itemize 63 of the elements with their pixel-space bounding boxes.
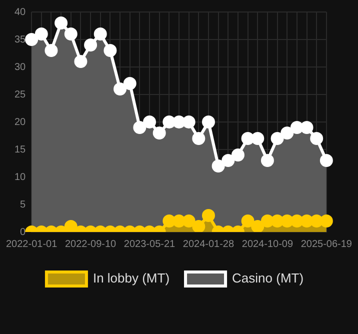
y-tick-label: 20 [14,116,26,128]
point [94,28,107,40]
x-tick-label: 2024-01-28 [182,238,234,250]
point [172,214,186,228]
point [300,214,314,228]
point [74,55,88,68]
point [44,44,58,57]
point [143,116,156,128]
point [133,121,146,134]
point [320,214,333,228]
point [270,214,284,228]
point [320,154,333,167]
point [192,132,206,145]
point [241,132,254,145]
point [290,121,304,134]
point [251,132,264,145]
y-tick-label: 0 [20,226,26,238]
point [104,44,117,57]
point [84,38,98,52]
y-tick-label: 40 [14,6,26,18]
point [64,220,78,232]
legend-label: In lobby (MT) [92,270,170,286]
point [162,116,176,128]
point [202,116,215,128]
x-tick-label: 2022-01-01 [6,238,58,250]
y-tick-label: 30 [14,62,26,73]
point [290,214,304,228]
point [152,126,166,140]
point [34,28,48,40]
legend-label: Casino (MT) [232,270,304,286]
point [300,121,314,134]
point [192,220,206,232]
point [202,209,215,222]
point [280,126,294,140]
point [172,116,186,128]
point [162,214,176,228]
point [64,28,78,40]
point [280,214,294,228]
point [222,154,235,167]
point [25,33,38,46]
y-tick-label: 25 [14,89,26,100]
point [310,132,324,145]
x-tick-label: 2025-06-19 [300,238,352,250]
point [54,16,68,30]
point [270,132,284,145]
point [123,77,136,90]
point [251,220,264,232]
point [260,154,274,167]
point [260,214,274,228]
point [114,82,127,96]
point [310,214,324,228]
x-tick-label: 2023-05-21 [124,238,176,250]
y-tick-label: 15 [14,144,26,156]
point [182,214,196,228]
x-tick-label: 2024-10-09 [242,238,294,250]
point [231,148,244,162]
y-tick-label: 5 [20,199,26,210]
y-tick-label: 10 [14,172,26,183]
point [182,116,196,128]
point [212,160,225,172]
x-tick-label: 2022-09-10 [64,238,117,250]
point [241,214,254,228]
y-tick-label: 35 [14,34,26,46]
